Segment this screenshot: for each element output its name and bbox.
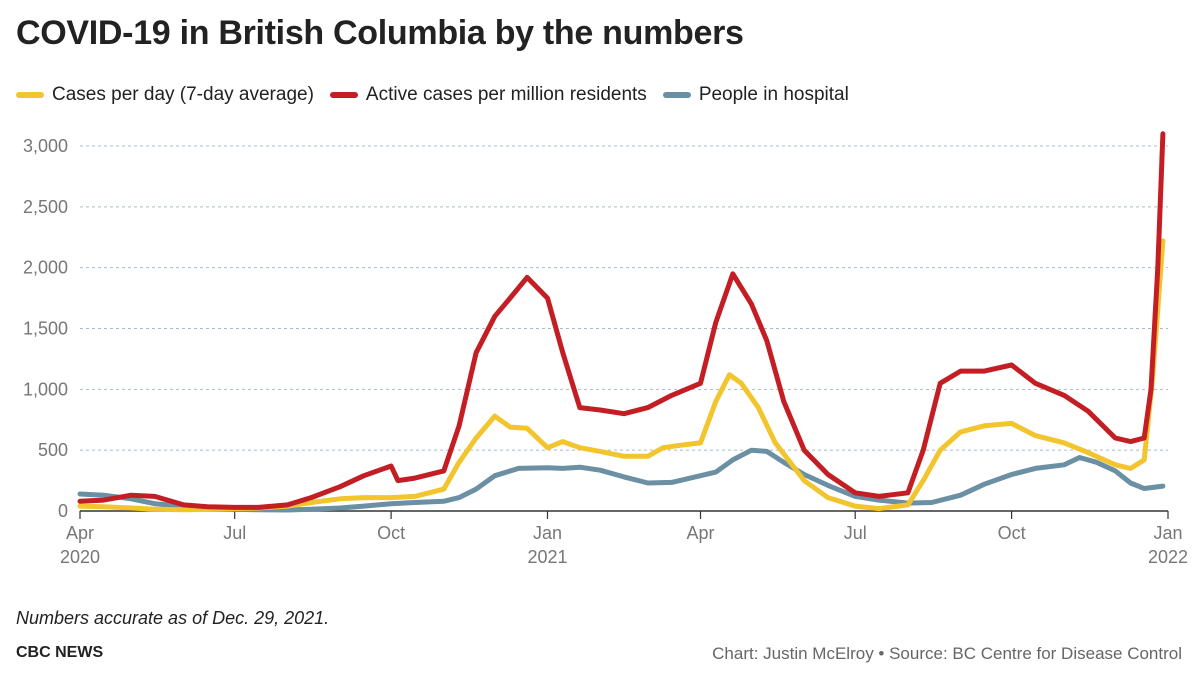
brand-logo-text: CBC NEWS bbox=[16, 644, 104, 661]
x-tick-year-label: 2022 bbox=[1148, 547, 1188, 567]
x-tick-label: Jan bbox=[533, 523, 562, 543]
y-tick-label: 500 bbox=[38, 440, 68, 460]
legend-swatch-cases bbox=[16, 92, 44, 98]
series-line-cases-per-day-7-day-average bbox=[77, 238, 1166, 513]
y-tick-label: 3,000 bbox=[23, 136, 68, 156]
line-chart: 0 500 1,000 1,500 2,000 2,500 3,000 Apr 2020 Jul O… bbox=[23, 131, 1188, 567]
series-line-active-cases-per-million-residents bbox=[77, 131, 1166, 510]
x-tick-year-label: 2020 bbox=[60, 547, 100, 567]
x-tick-label: Jul bbox=[223, 523, 246, 543]
y-tick-label: 1,000 bbox=[23, 379, 68, 399]
legend-item-hospital: People in hospital bbox=[662, 84, 849, 106]
x-tick-label: Apr bbox=[66, 523, 94, 543]
legend-label-cases: Cases per day (7-day average) bbox=[52, 84, 314, 105]
legend-swatch-hospital bbox=[662, 92, 691, 98]
x-tick-label: Oct bbox=[998, 523, 1026, 543]
chart-title: COVID-19 in British Columbia by the numb… bbox=[16, 14, 744, 52]
legend-swatch-active bbox=[329, 92, 358, 98]
chart-legend: Cases per day (7-day average) Active cas… bbox=[16, 84, 849, 106]
x-tick-label: Jul bbox=[844, 523, 867, 543]
y-tick-label: 2,500 bbox=[23, 197, 68, 217]
data-note: Numbers accurate as of Dec. 29, 2021. bbox=[16, 608, 330, 628]
legend-label-active: Active cases per million residents bbox=[365, 84, 647, 105]
y-tick-label: 2,000 bbox=[23, 258, 68, 278]
y-tick-label: 1,500 bbox=[23, 319, 68, 339]
legend-item-cases: Cases per day (7-day average) bbox=[16, 84, 314, 106]
x-tick-label: Apr bbox=[686, 523, 714, 543]
y-tick-label: 0 bbox=[58, 501, 68, 521]
chart-credit: Chart: Justin McElroy • Source: BC Centr… bbox=[712, 644, 1182, 663]
x-tick-label: Oct bbox=[377, 523, 405, 543]
x-tick-year-label: 2021 bbox=[527, 547, 567, 567]
legend-item-active: Active cases per million residents bbox=[329, 84, 647, 106]
series-line-people-in-hospital bbox=[77, 447, 1166, 513]
legend-label-hospital: People in hospital bbox=[698, 84, 849, 105]
x-tick-label: Jan bbox=[1153, 523, 1182, 543]
